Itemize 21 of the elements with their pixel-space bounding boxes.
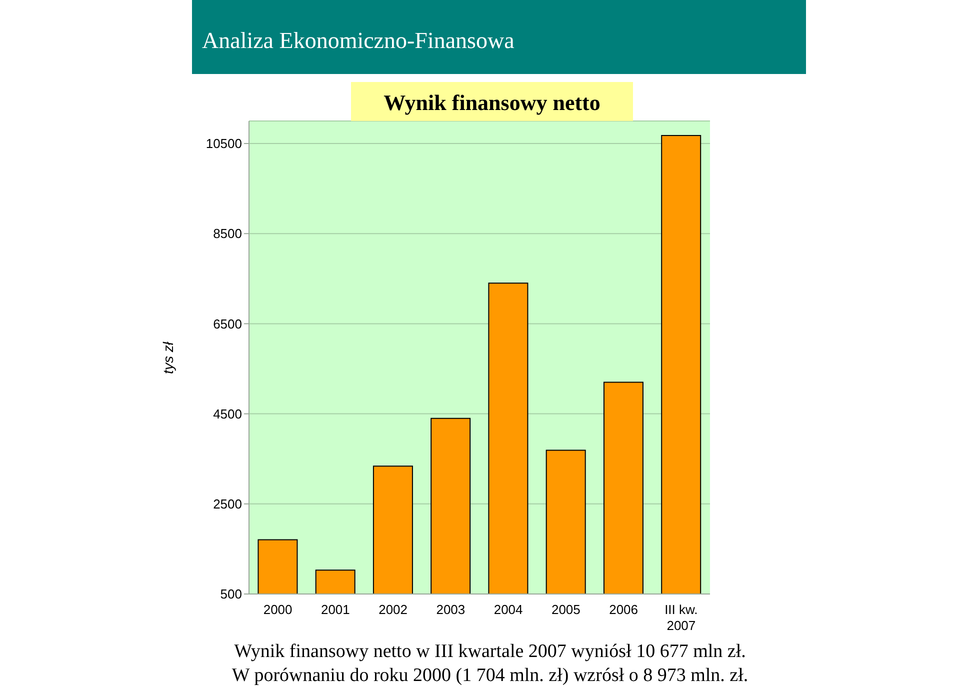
text: W porównaniu do roku 2000 (1 704 mln. zł) wzrósł o 8 973 mln. zł.: [232, 665, 748, 686]
chart-subtitle: Analiza Ekonomiczno-Finansowa: [202, 28, 514, 53]
x-tick-label: 2003: [436, 602, 466, 617]
chart-title: Wynik finansowy netto: [384, 90, 600, 115]
header-banner: Analiza Ekonomiczno-Finansowa: [192, 0, 806, 74]
title-box: Wynik finansowy netto: [351, 82, 633, 121]
y-tick-label: 4500: [213, 406, 242, 422]
x-tick-label: 2002: [378, 602, 408, 617]
x-tick-label: 2006: [609, 602, 638, 617]
x-tick-label: 2004: [494, 602, 523, 617]
y-tick-label: 500: [220, 586, 242, 602]
x-tick-label: 2005: [551, 602, 580, 617]
x-tick-label: 2001: [320, 602, 350, 617]
y-axis-title: tys zł: [160, 342, 176, 374]
y-tick-label: 2500: [213, 496, 242, 512]
y-tick-label: 10500: [206, 136, 242, 152]
y-tick-label: 8500: [213, 226, 242, 242]
y-tick-label: 6500: [213, 316, 242, 332]
text: Wynik finansowy netto w III kwartale 2007 wyniósł 10 677 mln zł.: [234, 641, 746, 662]
x-tick-label: 2000: [263, 602, 292, 617]
x-tick-label: III kw. 2007: [664, 602, 698, 633]
